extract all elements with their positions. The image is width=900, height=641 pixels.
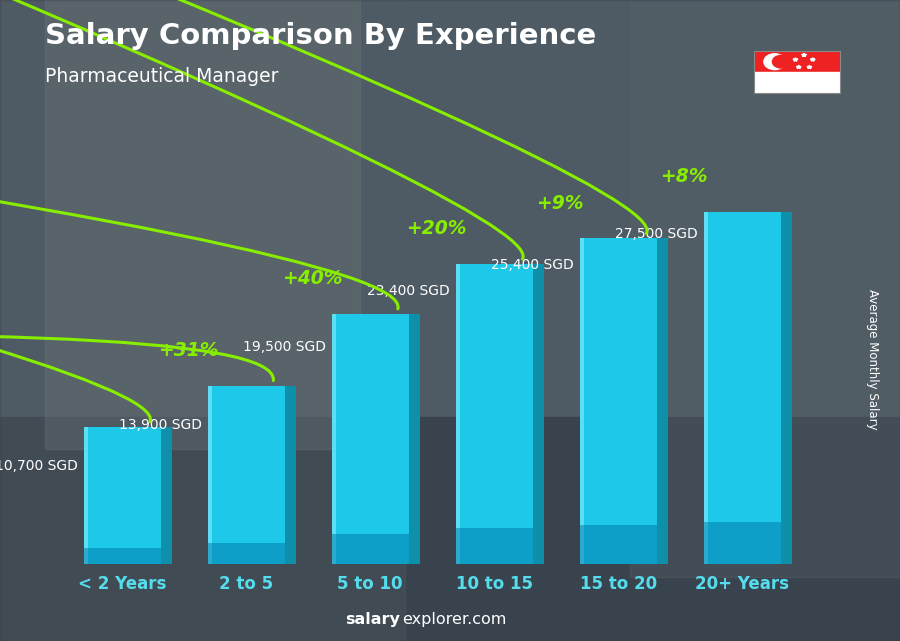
Bar — [704, 522, 780, 564]
Bar — [580, 525, 657, 564]
Polygon shape — [284, 386, 296, 564]
Polygon shape — [802, 53, 806, 56]
Bar — [332, 314, 409, 564]
Polygon shape — [780, 212, 792, 564]
Bar — [84, 427, 160, 564]
Text: +9%: +9% — [536, 194, 584, 213]
Bar — [84, 547, 160, 564]
Bar — [84, 427, 88, 564]
Bar — [455, 264, 460, 564]
Text: salary: salary — [346, 612, 400, 627]
Text: +40%: +40% — [282, 269, 342, 288]
Bar — [332, 314, 337, 564]
Bar — [580, 238, 657, 564]
Polygon shape — [793, 58, 797, 61]
Text: Average Monthly Salary: Average Monthly Salary — [867, 288, 879, 429]
Bar — [0, 0, 405, 641]
Text: Salary Comparison By Experience: Salary Comparison By Experience — [45, 22, 596, 51]
Bar — [0, 417, 900, 641]
Text: 13,900 SGD: 13,900 SGD — [119, 418, 202, 431]
Text: +20%: +20% — [406, 219, 466, 238]
Text: 27,500 SGD: 27,500 SGD — [615, 228, 698, 242]
Polygon shape — [533, 264, 544, 564]
Circle shape — [772, 56, 789, 68]
Polygon shape — [160, 427, 172, 564]
Text: 10,700 SGD: 10,700 SGD — [0, 459, 77, 472]
Bar — [0, 0, 900, 417]
Bar — [754, 51, 840, 72]
Text: +8%: +8% — [661, 167, 707, 186]
Bar — [332, 534, 409, 564]
Bar — [754, 72, 840, 93]
Circle shape — [764, 54, 786, 70]
Bar — [208, 543, 284, 564]
Text: 19,500 SGD: 19,500 SGD — [242, 340, 326, 354]
Polygon shape — [810, 58, 815, 61]
Polygon shape — [657, 238, 668, 564]
Polygon shape — [807, 65, 812, 69]
Polygon shape — [796, 65, 801, 69]
Text: explorer.com: explorer.com — [402, 612, 507, 627]
Bar — [630, 0, 900, 577]
Bar — [208, 386, 212, 564]
Bar — [45, 0, 360, 449]
Bar — [580, 238, 584, 564]
Text: +31%: +31% — [158, 341, 219, 360]
Polygon shape — [409, 314, 419, 564]
Text: Pharmaceutical Manager: Pharmaceutical Manager — [45, 67, 278, 87]
Bar — [455, 528, 533, 564]
Bar — [704, 212, 780, 564]
Bar — [455, 264, 533, 564]
Bar — [704, 212, 708, 564]
Bar — [208, 386, 284, 564]
Text: 23,400 SGD: 23,400 SGD — [367, 284, 449, 298]
Text: 25,400 SGD: 25,400 SGD — [491, 258, 573, 272]
